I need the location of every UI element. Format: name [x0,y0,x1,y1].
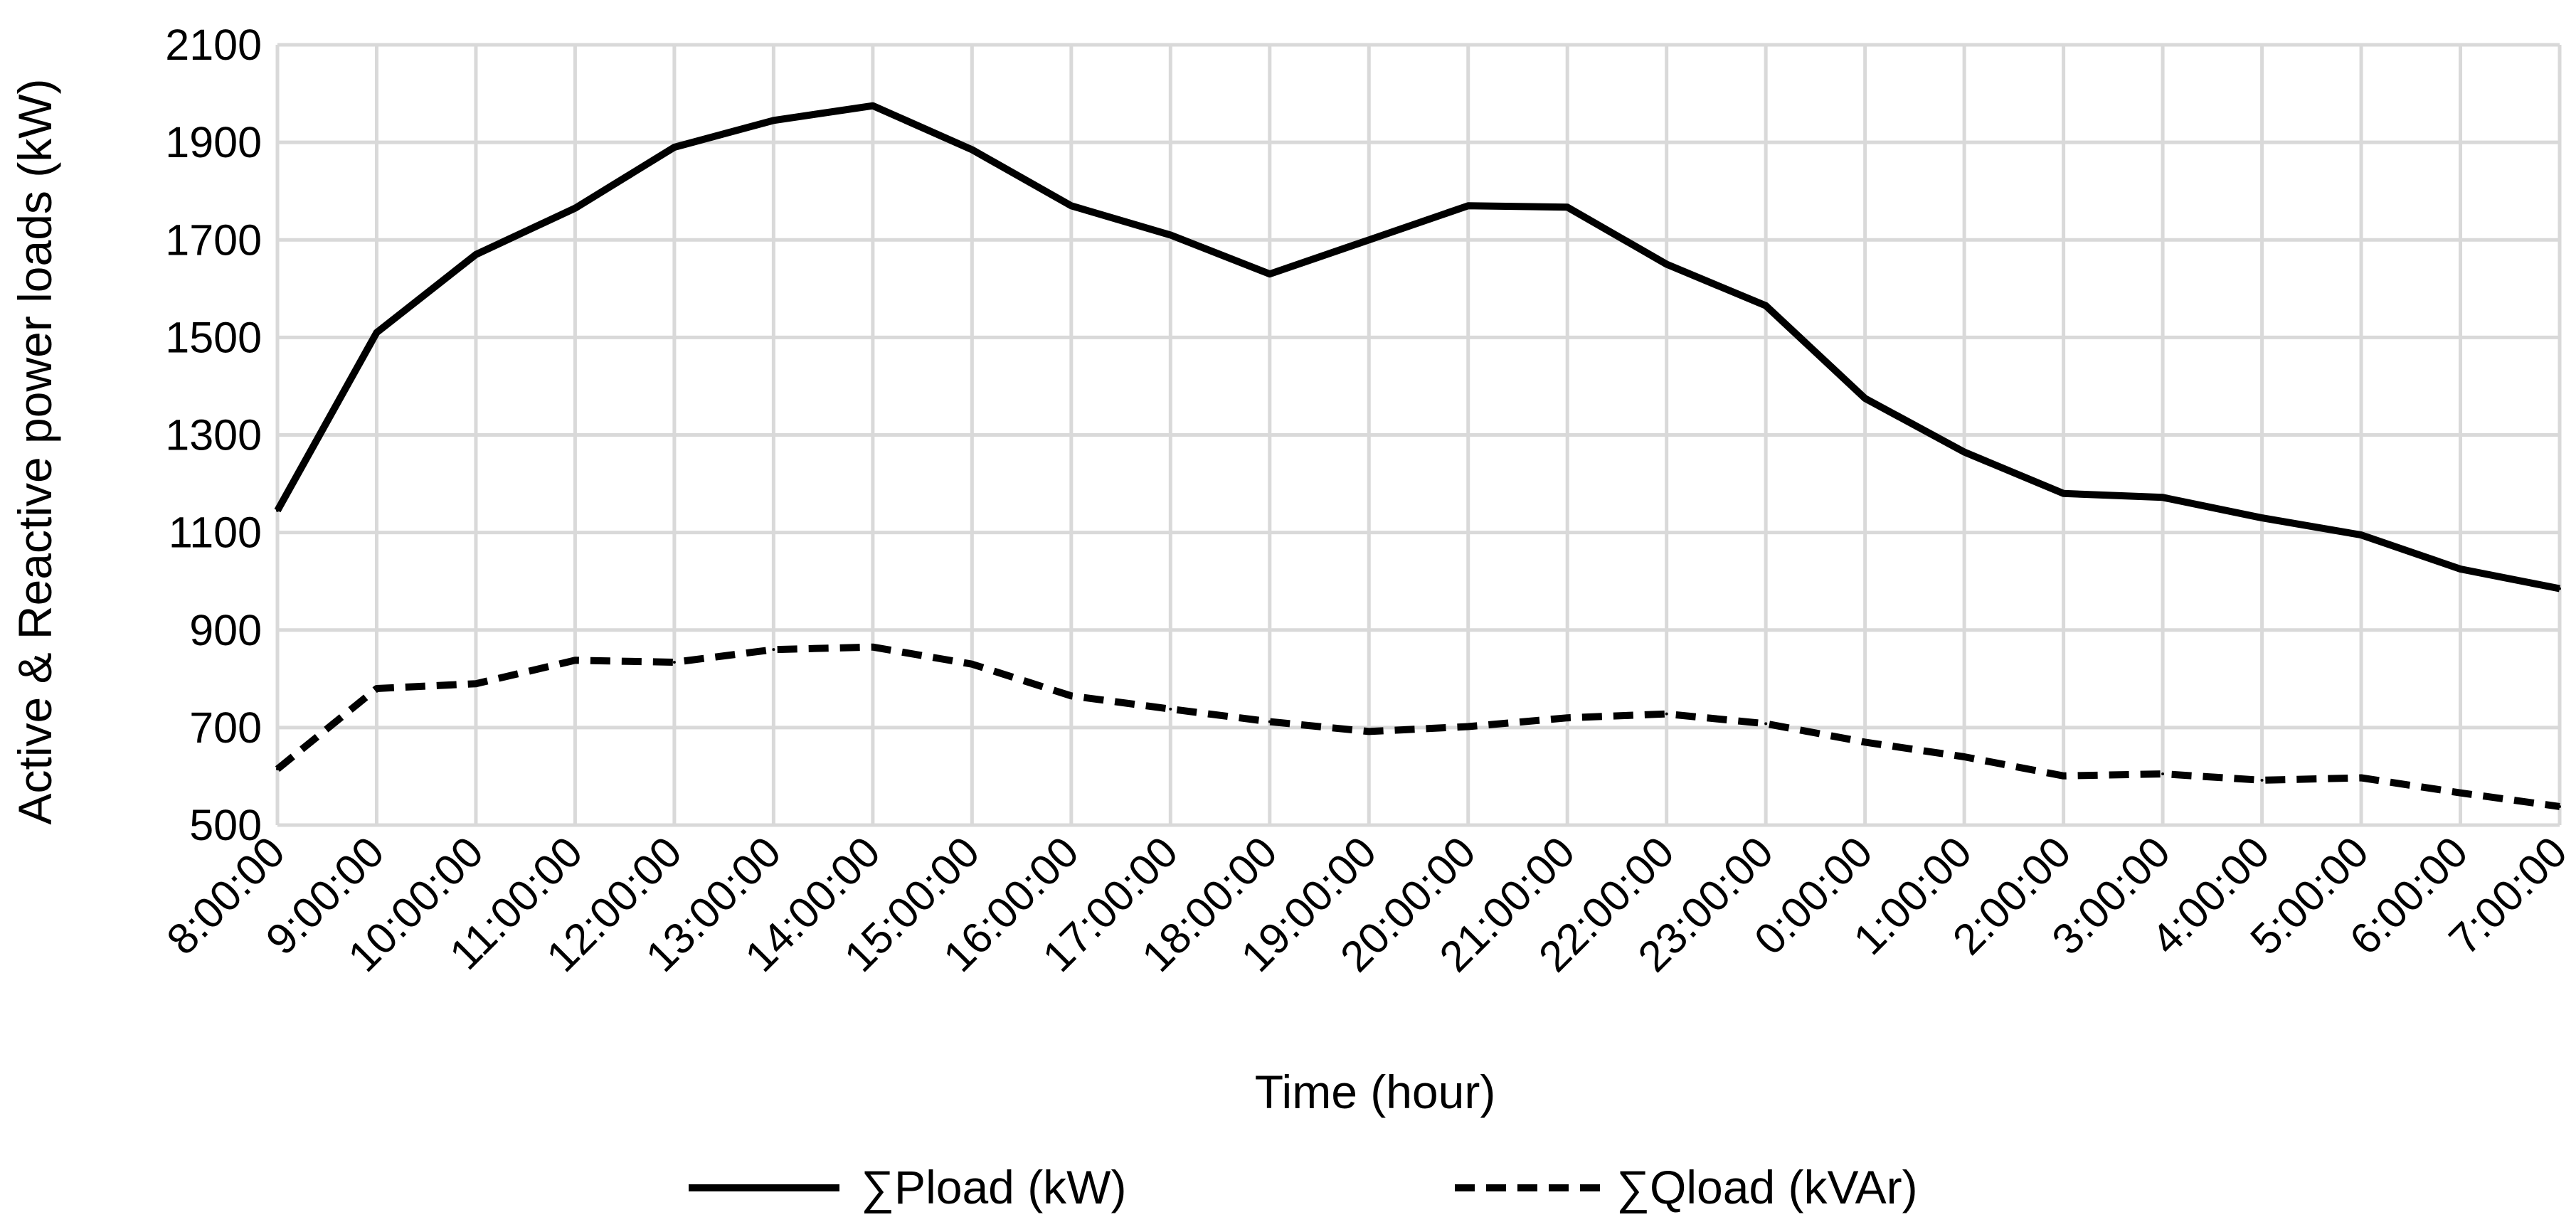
grid [275,43,2562,827]
data-point-qload [2360,776,2363,780]
legend-label-qload: ∑Qload (kVAr) [1616,1161,1918,1213]
data-point-pload [1963,450,1966,454]
series-line-pload [274,102,2560,593]
data-point-pload [772,119,775,122]
data-point-pload [2260,516,2264,520]
data-point-pload [1665,262,1668,266]
data-point-pload [573,206,577,210]
y-tick-label: 1900 [165,118,262,166]
y-tick-label: 1300 [165,411,262,459]
data-point-qload [672,661,676,664]
data-point-pload [2459,568,2462,571]
data-point-pload [1367,238,1371,242]
data-point-pload [1069,204,1073,208]
data-point-pload [1466,204,1470,208]
data-point-qload [772,648,775,652]
data-point-qload [2459,791,2462,795]
data-point-qload [2558,804,2561,808]
data-point-pload [276,509,279,512]
data-point-pload [1863,397,1867,400]
series-lines [274,102,2561,810]
data-point-pload [1169,233,1172,237]
data-point-pload [1268,272,1271,276]
data-point-qload [1169,707,1172,711]
data-point-pload [1764,304,1768,307]
data-point-qload [871,645,874,649]
y-axis-ticks: 500 700 900 1100 1300 1500 1700 1900 2100 [165,21,262,849]
data-point-pload [375,331,378,334]
y-tick-label: 1500 [165,313,262,361]
y-tick-label: 900 [189,606,262,654]
data-point-pload [1566,206,1569,209]
data-point-pload [2360,533,2363,537]
data-point-pload [2062,492,2065,495]
data-point-qload [1069,694,1073,698]
data-point-qload [1963,755,1966,759]
data-point-qload [2260,778,2264,782]
x-axis-title: Time (hour) [1255,1066,1496,1118]
data-point-qload [1367,730,1371,733]
data-point-qload [1268,720,1271,723]
data-point-pload [871,104,874,107]
data-point-pload [2558,587,2561,590]
data-point-qload [1863,740,1867,744]
data-point-qload [1566,716,1569,720]
data-point-qload [276,767,279,771]
y-tick-label: 2100 [165,21,262,69]
data-point-qload [970,662,974,666]
data-point-qload [1665,712,1668,716]
data-point-qload [1466,725,1470,728]
y-tick-label: 1100 [169,509,262,557]
data-point-qload [474,682,477,686]
data-point-pload [2161,496,2165,499]
y-axis-title: Active & Reactive power loads (kW) [9,78,61,824]
data-point-pload [474,253,477,256]
data-point-qload [375,687,378,691]
x-axis-ticks: 8:00:009:00:0010:00:0011:00:0012:00:0013… [157,827,2576,981]
data-point-qload [573,659,577,662]
series-line-qload [275,643,2560,810]
y-tick-label: 700 [189,703,262,752]
data-point-pload [970,148,974,152]
data-point-qload [2161,772,2165,776]
y-tick-label: 1700 [165,216,262,264]
data-point-pload [672,145,676,149]
data-point-qload [1764,722,1768,726]
legend-label-pload: ∑Pload (kW) [861,1161,1126,1213]
legend: ∑Pload (kW) ∑Qload (kVAr) [689,1161,1918,1213]
data-point-qload [2062,774,2065,777]
y-tick-label: 500 [189,801,262,849]
